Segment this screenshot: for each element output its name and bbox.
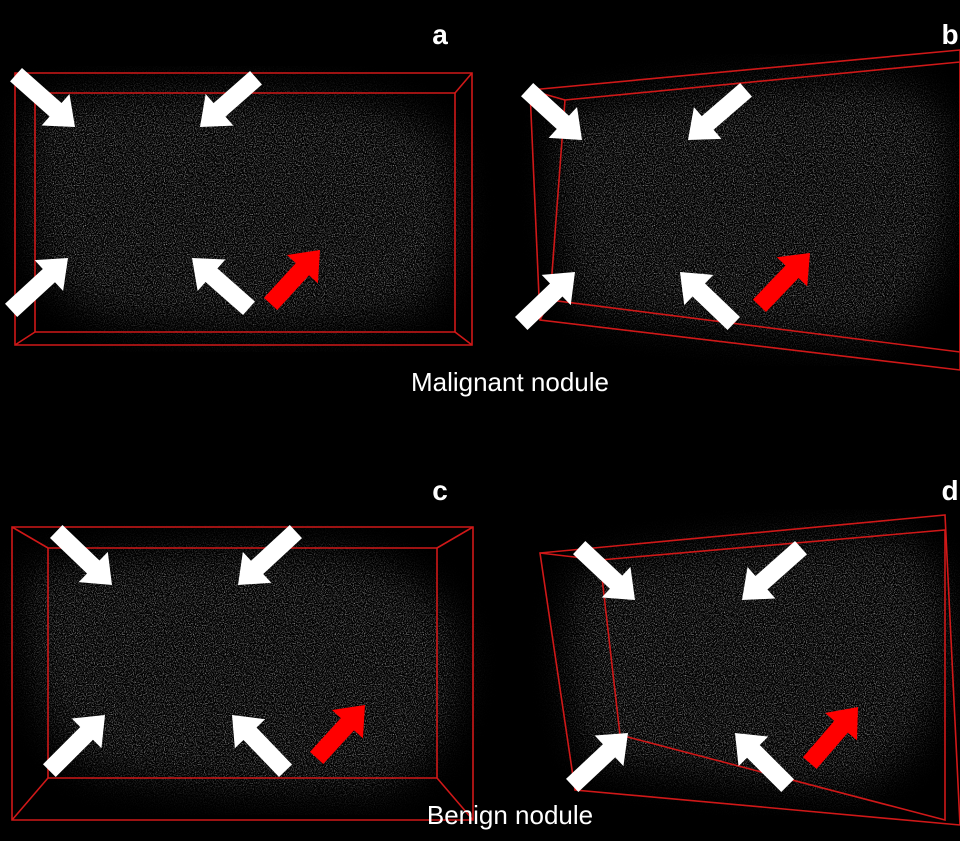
- panel-label: b: [941, 19, 958, 50]
- panel-label: c: [432, 475, 448, 506]
- figure: a b c d Malignant nodule Benign nodule: [0, 0, 960, 841]
- panel-label: d: [941, 475, 958, 506]
- caption: Malignant nodule: [411, 367, 609, 397]
- page: a b c d Malignant nodule Benign nodule (…: [0, 0, 960, 841]
- panel-label: a: [432, 19, 448, 50]
- volume-render: [0, 0, 960, 841]
- caption: Benign nodule: [427, 800, 593, 830]
